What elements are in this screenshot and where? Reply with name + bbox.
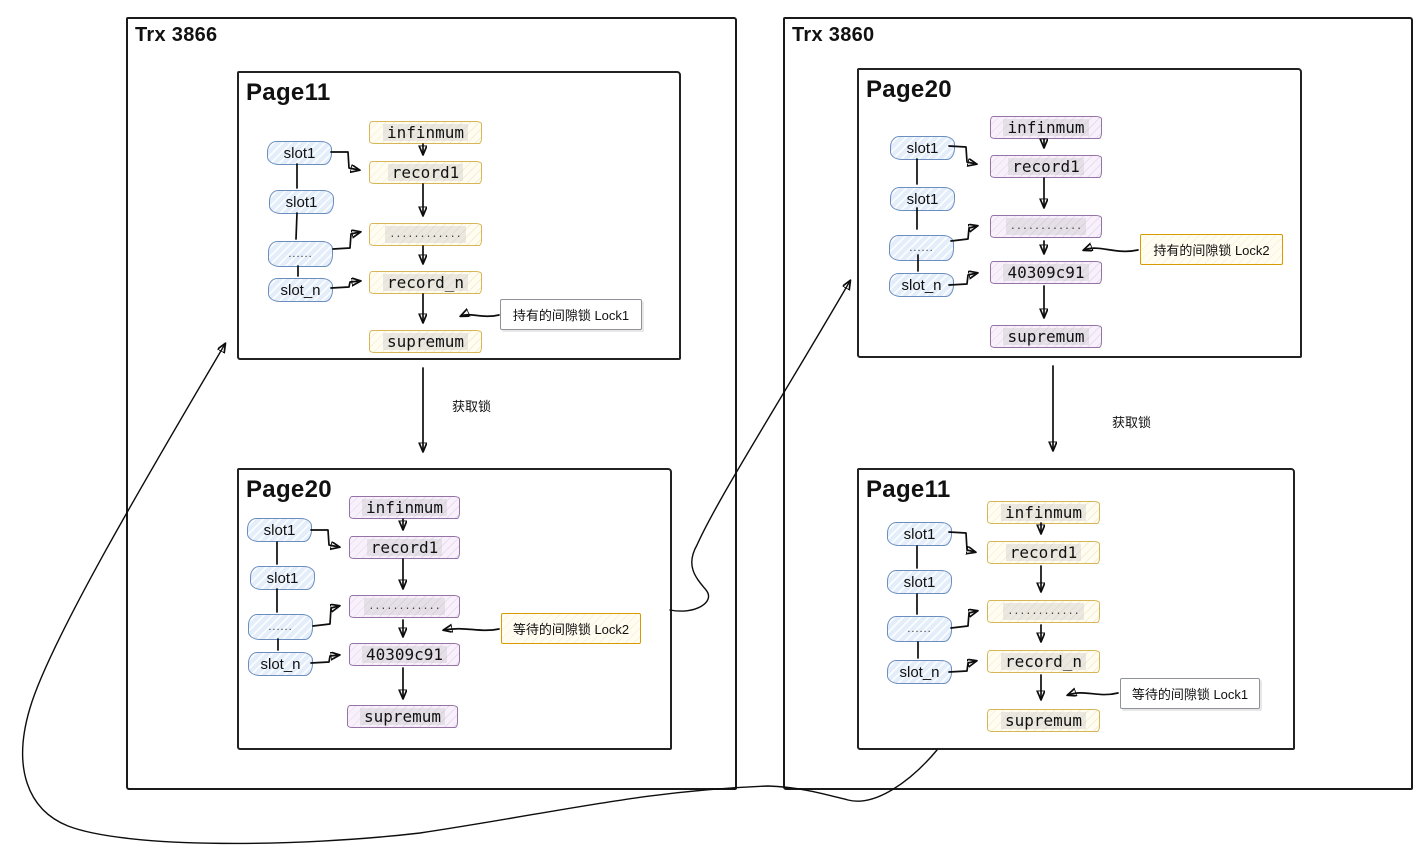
record-label: supremum xyxy=(359,708,446,725)
record-box: supremum xyxy=(347,705,458,728)
lock-note-held-lock2: 持有的间隙锁 Lock2 xyxy=(1140,234,1283,265)
record-label: 40309c91 xyxy=(361,646,448,663)
record-box-dots: ............ xyxy=(369,223,482,246)
record-box: infinmum xyxy=(990,116,1102,139)
record-box: record1 xyxy=(349,536,460,559)
acquire-lock-label-right: 获取锁 xyxy=(1112,415,1152,430)
record-label: infinmum xyxy=(361,499,448,516)
slot-box-dots: ...... xyxy=(248,614,313,640)
record-box: infinmum xyxy=(369,121,482,144)
slot-box: slot_n xyxy=(887,660,952,684)
record-box: record1 xyxy=(987,541,1100,564)
page-title: Page20 xyxy=(866,76,952,103)
record-box: record_n xyxy=(987,650,1100,673)
page-box-left-page20: Page20 slot1 slot1 ...... slot_n infinmu… xyxy=(237,468,672,750)
record-box: infinmum xyxy=(349,496,460,519)
page-box-right-page20: Page20 slot1 slot1 ...... slot_n infinmu… xyxy=(857,68,1302,358)
slot-box: slot1 xyxy=(247,518,312,542)
record-label: record1 xyxy=(1008,158,1084,175)
record-label: 40309c91 xyxy=(1003,264,1089,281)
slot-box: slot1 xyxy=(890,136,955,160)
record-box-dots: ............ xyxy=(987,600,1100,623)
record-label: supremum xyxy=(382,333,469,350)
record-box-dots: ............ xyxy=(990,215,1102,238)
slot-box-dots: ...... xyxy=(889,235,954,261)
page-title: Page11 xyxy=(246,79,331,106)
record-box-dots: ............ xyxy=(349,595,460,618)
record-box: 40309c91 xyxy=(349,643,460,666)
slot-box: slot1 xyxy=(887,522,952,546)
record-label: ............ xyxy=(385,226,466,243)
slot-box: slot1 xyxy=(887,570,952,594)
record-box: record1 xyxy=(369,161,482,184)
record-label: record_n xyxy=(382,274,469,291)
slot-box: slot_n xyxy=(248,652,313,676)
record-box: supremum xyxy=(987,709,1100,732)
record-label: record1 xyxy=(1005,544,1082,561)
record-box: record1 xyxy=(990,155,1102,178)
record-label: infinmum xyxy=(1000,504,1087,521)
slot-box: slot1 xyxy=(269,190,334,214)
slot-box: slot1 xyxy=(267,141,332,165)
record-label: ............ xyxy=(1003,603,1084,620)
lock-note-waiting-lock2: 等待的间隙锁 Lock2 xyxy=(501,613,641,644)
record-box: 40309c91 xyxy=(990,261,1102,284)
record-label: supremum xyxy=(1003,328,1089,345)
record-box: supremum xyxy=(990,325,1102,348)
lock-note-held-lock1: 持有的间隙锁 Lock1 xyxy=(500,299,642,330)
slot-box-dots: ...... xyxy=(268,241,333,267)
trx-title-right: Trx 3860 xyxy=(792,24,875,46)
acquire-lock-label-left: 获取锁 xyxy=(452,399,492,414)
page-title: Page11 xyxy=(866,476,951,503)
record-box: supremum xyxy=(369,330,482,353)
record-label: record1 xyxy=(387,164,464,181)
slot-box: slot_n xyxy=(889,273,954,297)
record-box: record_n xyxy=(369,271,482,294)
record-label: supremum xyxy=(1000,712,1087,729)
record-label: infinmum xyxy=(1003,119,1089,136)
record-label: ............ xyxy=(1005,218,1087,235)
slot-box: slot1 xyxy=(890,187,955,211)
record-label: record1 xyxy=(366,539,443,556)
record-box: infinmum xyxy=(987,501,1100,524)
record-label: infinmum xyxy=(382,124,469,141)
record-label: ............ xyxy=(364,598,445,615)
page-title: Page20 xyxy=(246,476,332,503)
slot-box: slot_n xyxy=(268,278,333,302)
record-label: record_n xyxy=(1000,653,1087,670)
slot-box: slot1 xyxy=(250,566,315,590)
slot-box-dots: ...... xyxy=(887,616,952,642)
trx-title-left: Trx 3866 xyxy=(135,24,218,46)
lock-note-waiting-lock1: 等待的间隙锁 Lock1 xyxy=(1120,678,1260,709)
